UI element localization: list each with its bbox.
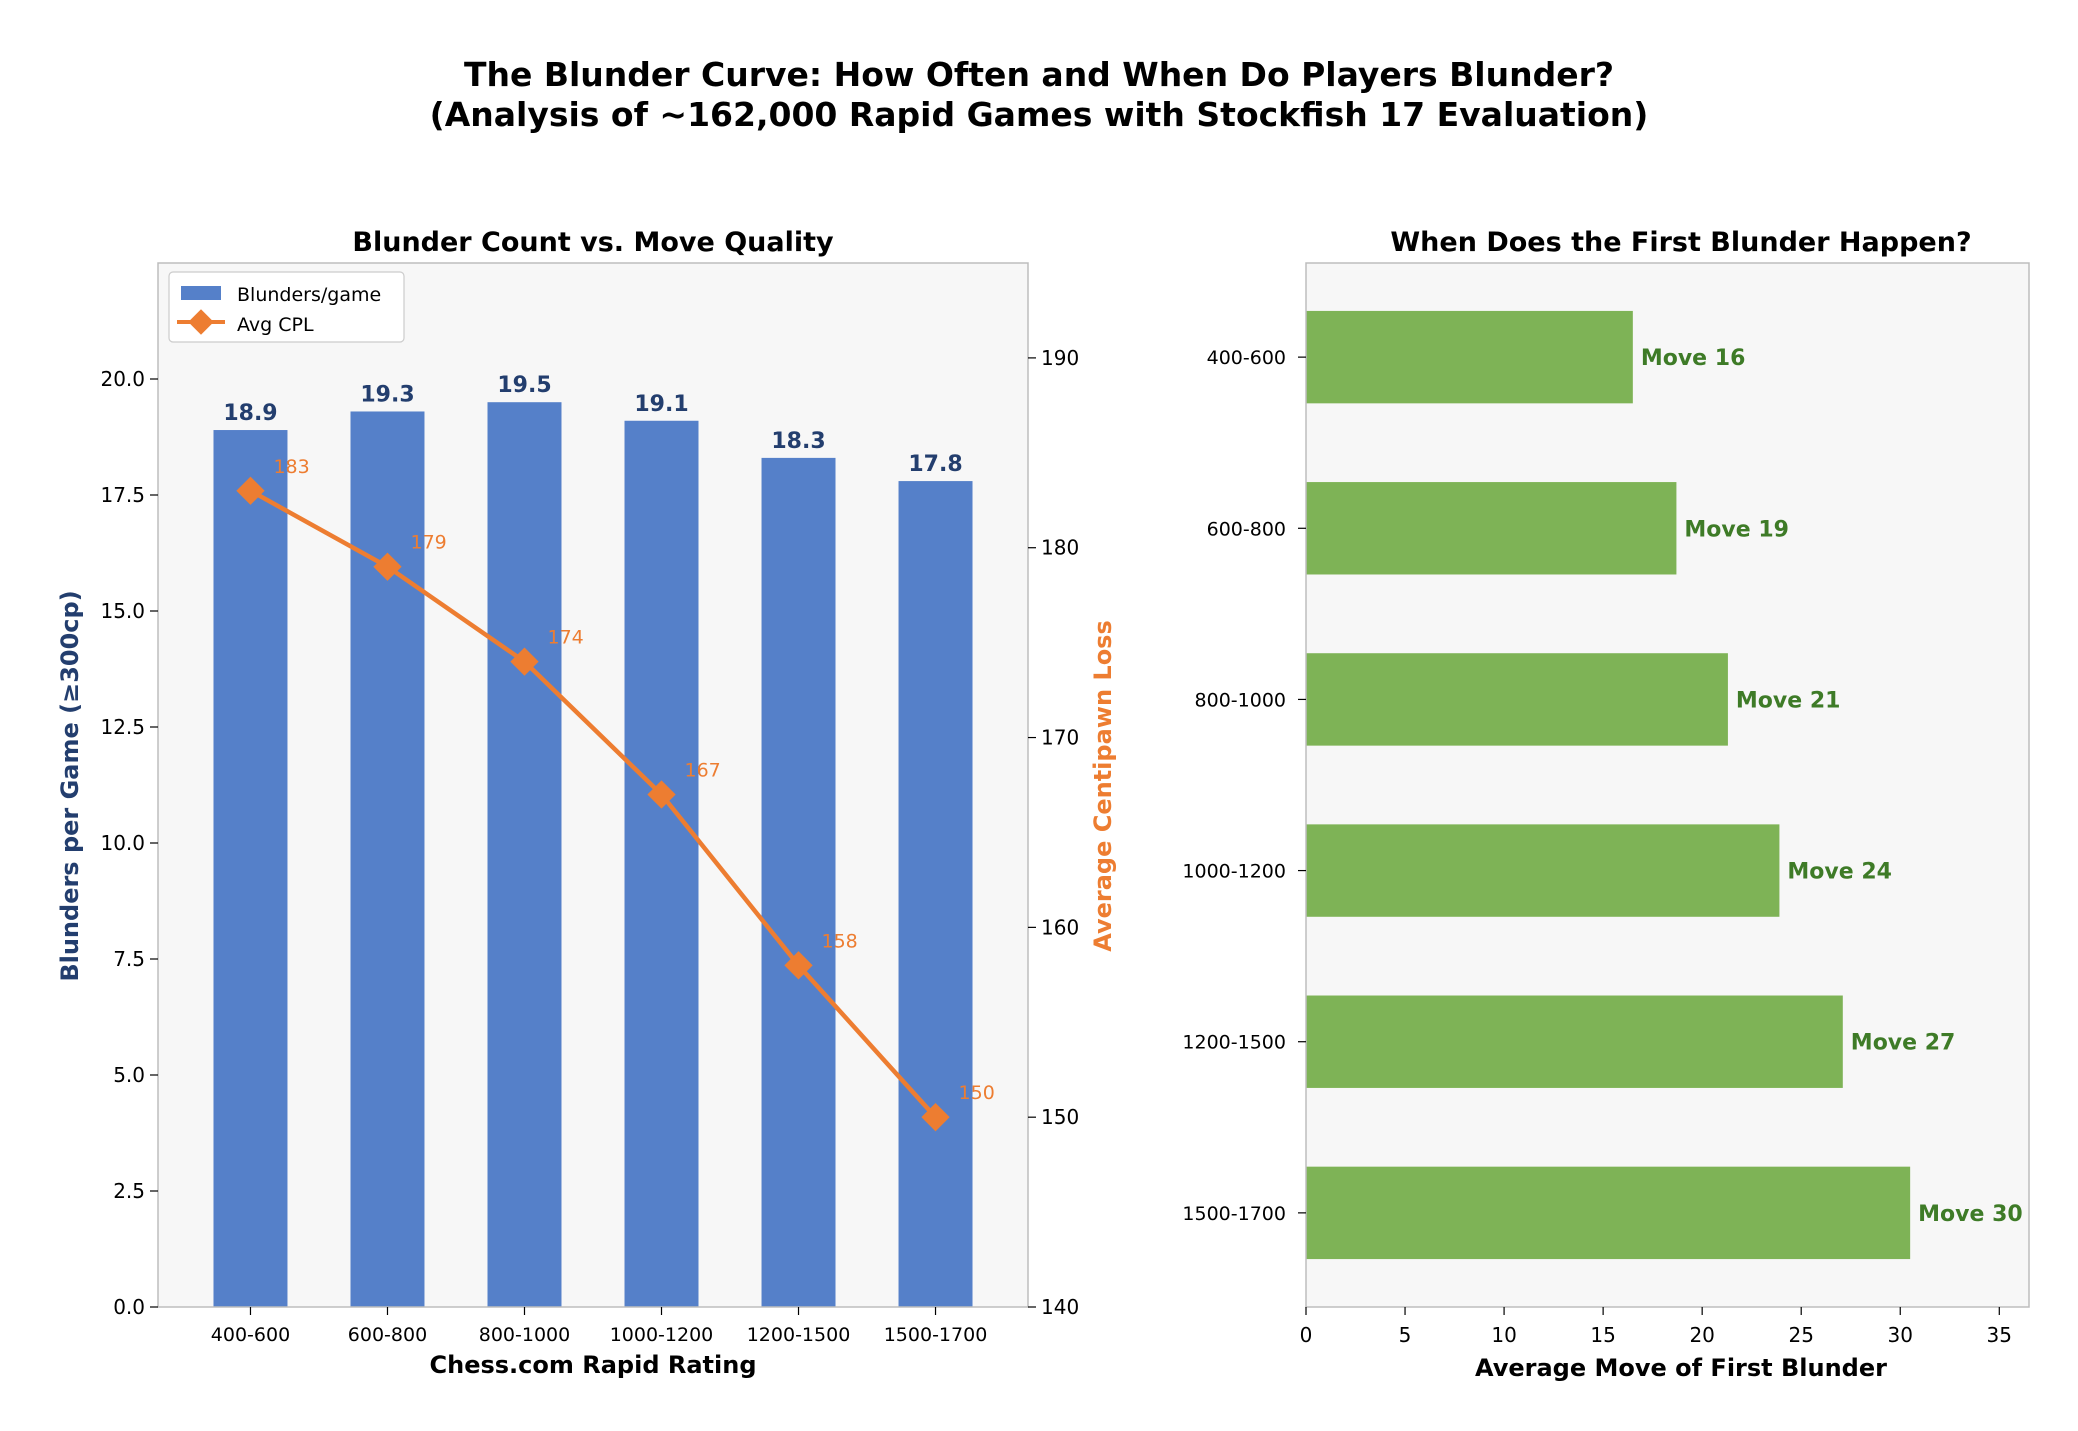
right-bars: Move 16 Move 19 Move 21 Move 24 Move 27 Move … [1306,310,2023,1260]
cpl-point-label: 167 [685,759,721,781]
left-x-tick-label: 1000-1200 [610,1324,714,1346]
right-plot-frame [1305,262,2030,1308]
cpl-line-layer: 183 179 174 167 158 150 [236,456,995,1132]
legend-bar-label: Blunders/game [237,284,381,306]
first-blunder-chart: Move 16 Move 19 Move 21 Move 24 Move 27 Move … [1182,227,2030,1382]
right-chart-x-axis: 0 5 10 15 20 25 30 35 [1300,1307,2012,1347]
figure-title-line-2: (Analysis of ~162,000 Rapid Games with S… [430,95,1649,134]
right-chart-x-tick-label: 15 [1590,1323,1615,1347]
blunder-count-chart: 18.9 19.3 19.5 19.1 18.3 17.8 183 179 174 167 158… [56,227,1117,1379]
left-x-axis: 400-600 600-800 800-1000 1000-1200 1200-1500… [211,1307,988,1346]
left-y-tick-label: 15.0 [100,599,145,623]
right-chart-y-tick-label: 1200-1500 [1182,1032,1286,1054]
left-y-axis: 0.0 2.5 5.0 7.5 10.0 12.5 15.0 17.5 20.0 [100,367,158,1319]
right-chart-title: When Does the First Blunder Happen? [1390,227,1971,258]
left-y-tick-label: 17.5 [100,483,145,507]
first-blunder-bar-label: Move 16 [1641,346,1746,371]
left-y-axis-label: Blunders per Game (≥300cp) [56,590,84,981]
right-y-tick-label: 140 [1041,1295,1079,1319]
blunder-bar [213,430,288,1307]
legend-diamond-marker [188,309,214,335]
right-chart-y-tick-label: 1500-1700 [1182,1203,1286,1225]
left-y-tick-label: 10.0 [100,831,145,855]
blunder-bar-value-label: 18.9 [223,401,277,426]
right-chart-y-tick-label: 400-600 [1207,347,1286,369]
right-y-tick-label: 170 [1041,726,1079,750]
cpl-point-marker [510,647,539,676]
first-blunder-bar [1306,995,1843,1088]
right-chart-x-tick-label: 30 [1888,1323,1913,1347]
first-blunder-bar [1306,653,1728,746]
blunder-bar-value-label: 17.8 [908,452,962,477]
left-y-tick-label: 12.5 [100,715,145,739]
right-chart-x-tick-label: 0 [1300,1323,1313,1347]
right-y-tick-label: 160 [1041,915,1079,939]
left-y-tick-label: 7.5 [113,947,145,971]
left-x-tick-label: 1200-1500 [747,1324,851,1346]
cpl-point-marker [373,552,402,581]
right-chart-x-tick-label: 5 [1399,1323,1412,1347]
left-plot-frame [157,262,1029,1308]
right-chart-x-tick-label: 10 [1491,1323,1516,1347]
right-y-axis-label: Average Centipawn Loss [1089,620,1117,952]
blunder-bar [624,420,699,1307]
first-blunder-bar-label: Move 27 [1851,1031,1956,1056]
left-chart-title: Blunder Count vs. Move Quality [352,227,834,258]
left-y-tick-label: 2.5 [113,1179,145,1203]
left-y-tick-label: 5.0 [113,1063,145,1087]
figure-title-line-1: The Blunder Curve: How Often and When Do… [464,55,1614,94]
first-blunder-bar-label: Move 21 [1736,688,1841,713]
right-chart-y-tick-label: 600-800 [1207,518,1286,540]
cpl-point-label: 179 [410,532,446,554]
blunder-bar [898,481,973,1308]
legend-box [168,271,405,343]
blunder-bar-value-label: 18.3 [771,429,825,454]
blunder-bar-value-label: 19.1 [634,392,688,417]
left-plot-area [158,263,1028,1307]
first-blunder-bar-label: Move 19 [1684,517,1789,542]
legend: Blunders/game Avg CPL [168,271,405,343]
legend-bar-swatch [181,286,221,300]
first-blunder-bar-label: Move 30 [1918,1202,2023,1227]
cpl-point-marker [784,951,813,980]
left-x-tick-label: 1500-1700 [884,1324,988,1346]
left-y-tick-label: 0.0 [113,1295,145,1319]
legend-line-label: Avg CPL [237,314,314,336]
first-blunder-bar-label: Move 24 [1787,860,1892,885]
right-chart-x-tick-label: 20 [1689,1323,1714,1347]
left-x-axis-label: Chess.com Rapid Rating [430,1351,757,1379]
left-y-tick-label: 20.0 [100,367,145,391]
right-plot-area [1306,263,2029,1307]
cpl-point-marker [647,780,676,809]
first-blunder-bar [1306,824,1780,917]
blunder-bar [487,402,562,1307]
left-x-tick-label: 800-1000 [479,1324,570,1346]
first-blunder-bar [1306,1166,1911,1260]
cpl-point-label: 174 [547,627,583,649]
blunder-bar [761,457,836,1307]
cpl-point-label: 150 [959,1082,995,1104]
right-chart-y-axis: 400-600 600-800 800-1000 1000-1200 1200-1500… [1182,347,1306,1225]
left-x-tick-label: 600-800 [348,1324,427,1346]
right-chart-y-tick-label: 1000-1200 [1182,861,1286,883]
right-chart-x-tick-label: 35 [1987,1323,2012,1347]
right-y-tick-label: 190 [1041,346,1079,370]
blunder-bar-value-label: 19.3 [360,382,414,407]
right-y-tick-label: 180 [1041,536,1079,560]
right-y-tick-label: 150 [1041,1105,1079,1129]
left-x-tick-label: 400-600 [211,1324,290,1346]
cpl-line [249,488,938,1119]
cpl-point-marker [921,1103,950,1132]
left-bars: 18.9 19.3 19.5 19.1 18.3 17.8 [213,373,973,1308]
cpl-point-label: 183 [273,456,309,478]
first-blunder-bar [1306,482,1677,575]
blunder-bar-value-label: 19.5 [497,373,551,398]
right-x-axis-label: Average Move of First Blunder [1475,1354,1887,1382]
right-chart-y-tick-label: 800-1000 [1195,689,1286,711]
first-blunder-bar [1306,310,1633,404]
right-y-axis: 140 150 160 170 180 190 [1028,346,1079,1319]
right-chart-x-tick-label: 25 [1788,1323,1813,1347]
cpl-point-label: 158 [822,930,858,952]
